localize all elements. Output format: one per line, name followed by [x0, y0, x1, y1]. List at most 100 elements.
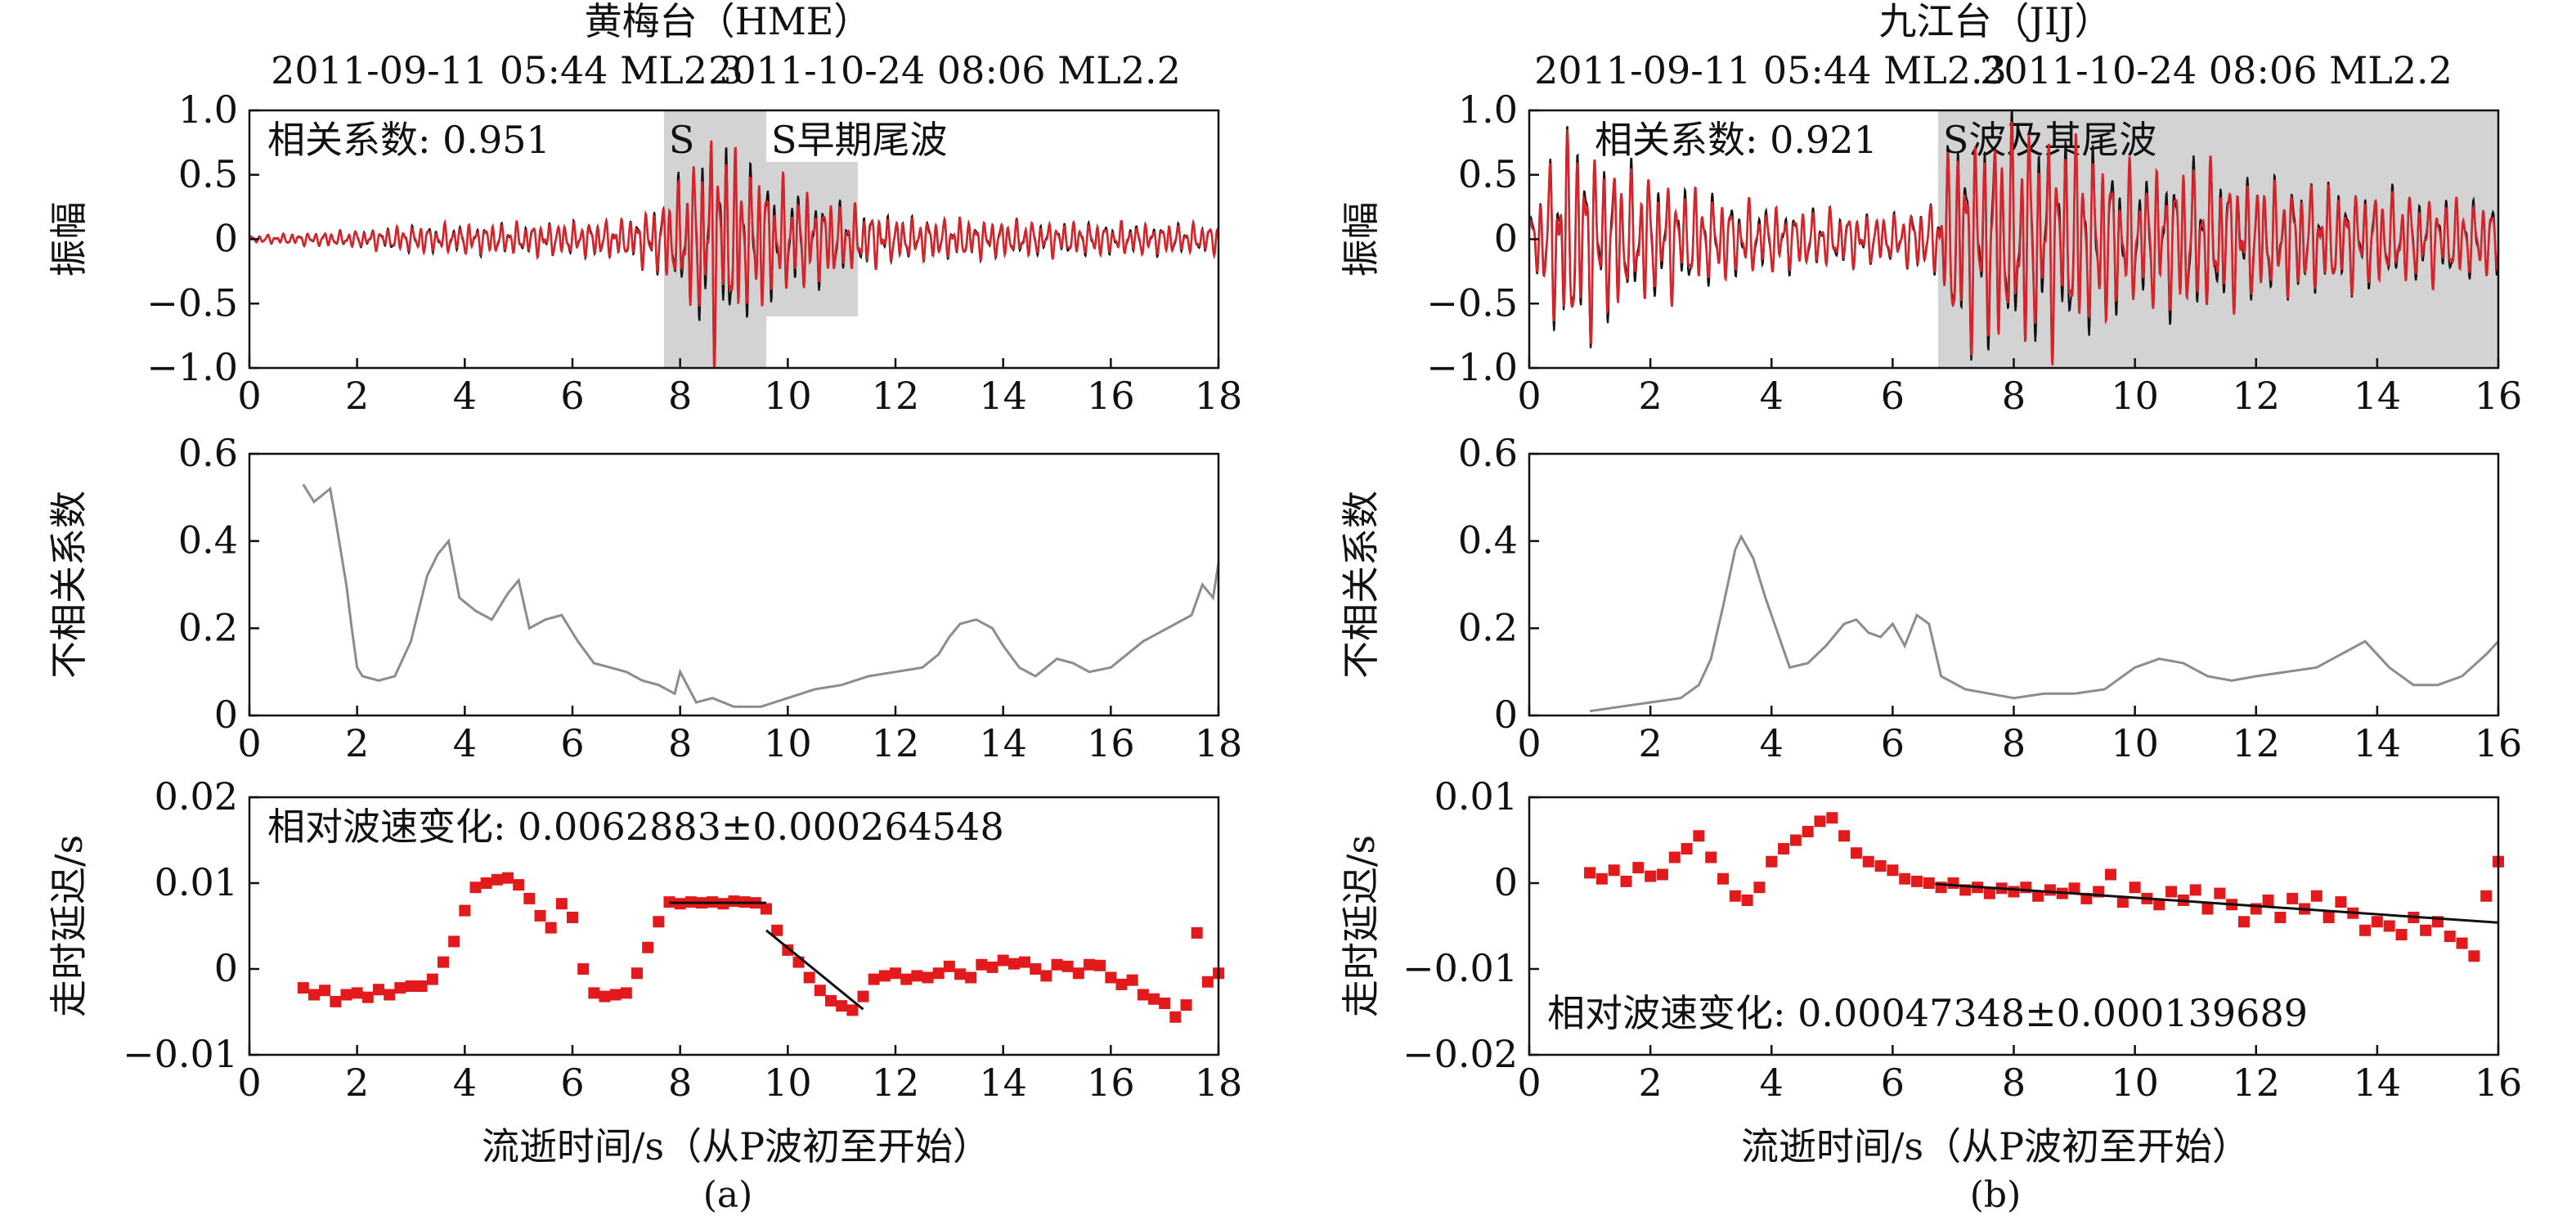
y-tick-label: −1.0 — [146, 345, 238, 389]
x-tick-label: 8 — [668, 1061, 692, 1105]
panel-a-xlabel: 流逝时间/s（从P波初至开始） — [482, 1124, 990, 1168]
x-tick-label: 10 — [764, 1061, 812, 1105]
delay-point — [319, 985, 331, 997]
delay-point — [373, 984, 384, 996]
x-tick-label: 14 — [2354, 374, 2402, 418]
y-tick-label: 0.2 — [178, 605, 238, 649]
panel-b-event2-label: 2011-10-24 08:06 ML2.2 — [1980, 48, 2453, 92]
delay-point — [1766, 855, 1778, 868]
delay-point — [438, 956, 449, 968]
delay-point — [836, 1000, 848, 1012]
delay-point — [1632, 862, 1645, 874]
delay-point — [2105, 868, 2116, 881]
y-tick-label: 0.5 — [1458, 152, 1518, 196]
x-tick-label: 4 — [1760, 721, 1784, 765]
x-tick-label: 0 — [237, 1061, 261, 1105]
x-tick-label: 18 — [1195, 1061, 1243, 1105]
x-tick-label: 14 — [2354, 1061, 2402, 1105]
delay-point — [491, 873, 503, 886]
y-tick-label: 0.5 — [178, 152, 238, 196]
delay-point — [2371, 916, 2383, 928]
delay-point — [1705, 851, 1717, 863]
delay-point — [1180, 999, 1192, 1011]
annotation-text: 相对波速变化: 0.0062883±0.000264548 — [267, 805, 1004, 849]
x-tick-label: 0 — [1517, 374, 1541, 418]
delay-point — [2189, 884, 2201, 896]
delay-point — [1656, 868, 1668, 881]
x-tick-label: 0 — [1517, 721, 1541, 765]
delay-point — [1717, 872, 1729, 885]
panel-b-decorrelation-plot: 0 2 4 6 8 10 12 14 16 0 0.2 0.4 0.6 不相关系数 — [1339, 431, 2522, 765]
y-tick-label: −0.5 — [1426, 280, 1518, 325]
delay-point — [599, 990, 611, 1002]
shaded-window-label: S早期尾波 — [771, 118, 948, 162]
panel-b-delay-plot: 0 2 4 6 8 10 12 14 16 −0.02 −0.01 0 0.01 走时延迟/s 相对波速变化… — [1339, 774, 2522, 1105]
x-tick-label: 2 — [1638, 721, 1662, 765]
delay-point — [761, 903, 772, 915]
y-tick-label: 0 — [214, 946, 238, 990]
x-tick-label: 4 — [453, 1061, 477, 1105]
delay-point — [448, 935, 460, 948]
delay-point — [1019, 956, 1030, 968]
delay-point — [1983, 887, 1995, 899]
x-tick-label: 12 — [2232, 1061, 2280, 1105]
x-tick-label: 6 — [1881, 1061, 1905, 1105]
x-tick-label: 8 — [2002, 1061, 2026, 1105]
panel-a-station-title: 黄梅台（HME） — [585, 0, 872, 43]
delay-point — [1584, 867, 1596, 879]
delay-point — [308, 989, 320, 1001]
delay-point — [1620, 875, 1632, 887]
delay-point — [1094, 959, 1106, 971]
delay-point — [911, 970, 923, 982]
x-tick-label: 6 — [1881, 374, 1905, 418]
y-axis-label: 不相关系数 — [1339, 491, 1383, 679]
x-tick-label: 16 — [1087, 374, 1135, 418]
delay-point — [1051, 958, 1063, 971]
delay-point — [588, 987, 600, 999]
y-tick-label: 0 — [214, 217, 238, 261]
x-tick-label: 4 — [1760, 374, 1784, 418]
delay-point — [2237, 916, 2250, 928]
fit-line — [1935, 882, 2499, 924]
x-tick-label: 4 — [453, 721, 477, 765]
delay-point — [631, 967, 643, 980]
delay-point — [1040, 970, 1052, 982]
y-tick-label: 0.01 — [155, 860, 238, 904]
y-axis-label: 走时延迟/s — [47, 835, 91, 1017]
delay-point — [620, 987, 632, 999]
x-tick-label: 14 — [979, 721, 1027, 765]
delay-point — [1778, 843, 1790, 854]
delay-point — [857, 990, 869, 1002]
y-tick-label: 0.4 — [1458, 518, 1518, 563]
panel-b-xlabel: 流逝时间/s（从P波初至开始） — [1741, 1124, 2250, 1168]
y-tick-label: 1.0 — [178, 87, 238, 132]
delay-point — [1814, 815, 1826, 828]
delay-point — [2456, 937, 2468, 949]
x-tick-label: 6 — [560, 721, 584, 765]
x-tick-label: 14 — [979, 374, 1027, 418]
x-tick-label: 6 — [560, 1061, 584, 1105]
delay-point — [2468, 950, 2480, 962]
delay-point — [878, 970, 891, 982]
panel-a-sublabel: (a) — [703, 1174, 753, 1216]
delay-point — [2287, 892, 2299, 904]
trace-event2 — [248, 140, 1220, 369]
x-tick-label: 4 — [1760, 1061, 1784, 1105]
delay-point — [2008, 886, 2020, 898]
fit-line — [765, 929, 864, 1011]
delay-point — [2068, 882, 2080, 895]
x-tick-label: 12 — [872, 721, 920, 765]
y-tick-label: −0.01 — [123, 1032, 238, 1076]
delay-point — [1169, 1011, 1182, 1023]
delay-point — [782, 944, 794, 956]
delay-point — [1595, 872, 1608, 885]
delay-point — [1137, 989, 1149, 1001]
delay-point — [361, 991, 374, 1003]
y-tick-label: 0.4 — [178, 518, 238, 563]
x-tick-label: 12 — [872, 1061, 920, 1105]
shaded-window-label: S — [669, 118, 695, 162]
delay-point — [1923, 877, 1935, 889]
x-tick-label: 2 — [1638, 1061, 1662, 1105]
delay-point — [868, 973, 880, 985]
